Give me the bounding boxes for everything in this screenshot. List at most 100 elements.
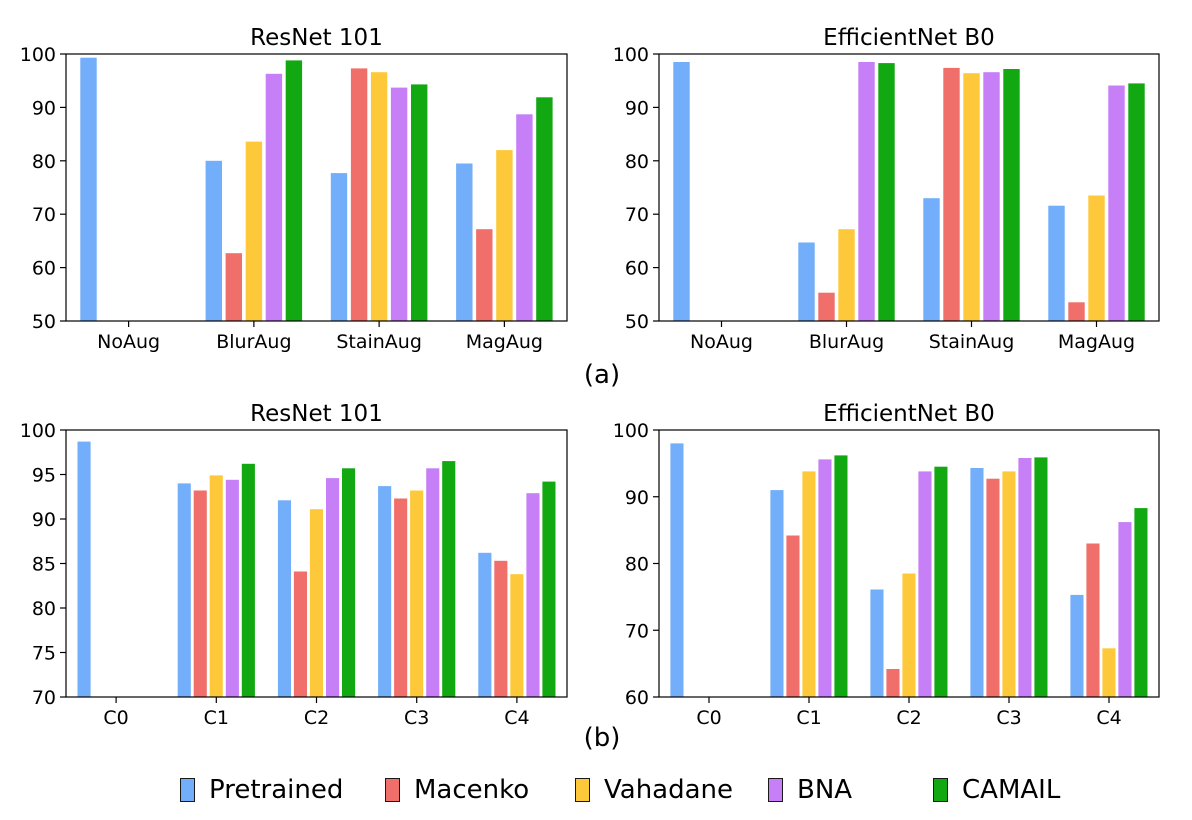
legend-item-vahadane: Vahadane (575, 770, 733, 810)
bar-camail-bluraug (878, 63, 895, 321)
x-tick-label-c4: C4 (504, 707, 529, 729)
bar-bna-bluraug (265, 73, 283, 321)
bar-bna-c2 (326, 478, 340, 697)
bar-macenko-c4 (1086, 543, 1100, 697)
bar-bna-c4 (1118, 522, 1132, 697)
bar-vahadane-bluraug (838, 229, 855, 321)
x-tick-label-c3: C3 (404, 707, 429, 729)
x-tick-label-c3: C3 (996, 707, 1021, 729)
bar-pretrained-bluraug (205, 160, 222, 321)
bar-vahadane-c2 (902, 573, 916, 697)
bar-macenko-bluraug (818, 292, 835, 321)
y-tick-label: 80 (32, 151, 56, 173)
legend-label-bna: BNA (797, 775, 853, 805)
bar-vahadane-c1 (209, 475, 223, 697)
y-tick-label: 60 (625, 258, 649, 280)
bar-camail-c4 (1134, 508, 1148, 697)
y-tick-label: 85 (32, 554, 56, 576)
chart-panel-2: 50 60 70 80 90 100 NoAug BlurAug StainAug MagAug E… (613, 25, 1160, 353)
legend-swatch-camail (933, 778, 948, 802)
bar-pretrained-c1 (177, 483, 191, 697)
y-tick-label: 100 (613, 420, 649, 442)
bar-camail-c1 (241, 463, 255, 697)
bar-vahadane-c3 (410, 490, 424, 697)
bar-pretrained-c2 (870, 589, 884, 697)
bar-vahadane-stainaug (370, 72, 388, 321)
bar-bna-c4 (526, 493, 540, 697)
y-tick-label: 90 (32, 509, 56, 531)
bar-camail-stainaug (1003, 69, 1020, 321)
bar-vahadane-stainaug (963, 73, 980, 321)
chart-title: ResNet 101 (250, 25, 383, 51)
y-tick-label: 70 (32, 204, 56, 226)
bar-pretrained-c3 (378, 486, 392, 697)
bar-pretrained-stainaug (330, 173, 348, 321)
y-tick-label: 70 (625, 204, 649, 226)
bar-pretrained-magaug (1048, 205, 1065, 321)
bar-vahadane-c4 (510, 574, 524, 697)
bar-pretrained-c0 (77, 441, 91, 697)
legend-item-pretrained: Pretrained (180, 770, 343, 810)
chart-title: EfficientNet B0 (823, 25, 995, 51)
bar-camail-c2 (934, 466, 948, 697)
bar-macenko-stainaug (943, 67, 960, 322)
chart-title: EfficientNet B0 (823, 401, 995, 427)
bar-bna-c1 (225, 479, 239, 697)
bar-pretrained-c3 (970, 468, 984, 697)
bar-bna-c2 (918, 471, 932, 697)
bar-camail-c4 (542, 481, 556, 697)
bar-macenko-magaug (1068, 302, 1085, 321)
bar-pretrained-c2 (277, 500, 291, 697)
y-tick-label: 80 (625, 554, 649, 576)
chart-panel-3: 70 75 80 85 90 95 100 C0 C1 C2 C3 C4 ResNet 101 (20, 401, 568, 729)
y-tick-label: 70 (625, 620, 649, 642)
bar-camail-c2 (342, 468, 356, 697)
bar-camail-c3 (1034, 457, 1048, 697)
x-tick-label-c4: C4 (1096, 707, 1121, 729)
bar-macenko-c3 (986, 478, 1000, 697)
bar-macenko-bluraug (225, 253, 242, 321)
bar-camail-stainaug (411, 84, 428, 322)
chart-title: ResNet 101 (250, 401, 383, 427)
x-tick-label-c1: C1 (796, 707, 821, 729)
y-tick-label: 50 (32, 311, 56, 333)
axes-frame (658, 53, 1160, 322)
y-tick-label: 80 (32, 598, 56, 620)
x-tick-label-c2: C2 (896, 707, 921, 729)
bar-camail-c3 (442, 461, 456, 697)
bar-macenko-c1 (193, 490, 207, 697)
legend-label-macenko: Macenko (414, 775, 530, 805)
bar-vahadane-c1 (802, 471, 816, 697)
bar-pretrained-noaug (673, 62, 690, 321)
y-tick-label: 90 (32, 97, 56, 119)
x-tick-label-c2: C2 (304, 707, 329, 729)
bar-vahadane-magaug (496, 150, 513, 321)
bar-vahadane-c4 (1102, 648, 1116, 697)
bar-macenko-c4 (494, 560, 508, 697)
bar-pretrained-noaug (80, 57, 97, 321)
legend-swatch-pretrained (180, 778, 195, 802)
y-tick-label: 90 (625, 487, 649, 509)
x-tick-label-noaug: NoAug (690, 331, 753, 353)
legend-item-camail: CAMAIL (933, 770, 1060, 810)
bar-pretrained-c0 (670, 443, 684, 697)
bar-bna-bluraug (858, 62, 875, 321)
chart-panel-4: 60 70 80 90 100 C0 C1 C2 C3 C4 EfficientNet B0 (613, 401, 1160, 729)
x-tick-label-c0: C0 (696, 707, 721, 729)
y-tick-label: 100 (20, 420, 56, 442)
x-tick-label-magaug: MagAug (466, 331, 543, 353)
bar-bna-c3 (426, 468, 440, 697)
bar-pretrained-c4 (478, 552, 492, 697)
bar-camail-magaug (1128, 83, 1145, 322)
y-tick-label: 95 (32, 465, 56, 487)
y-tick-label: 90 (625, 97, 649, 119)
y-tick-label: 100 (613, 44, 649, 66)
x-tick-label-bluraug: BlurAug (809, 331, 884, 353)
bar-bna-stainaug (983, 72, 1000, 321)
x-tick-label-noaug: NoAug (97, 331, 160, 353)
bar-pretrained-bluraug (798, 242, 815, 321)
legend-item-macenko: Macenko (385, 770, 529, 810)
bar-bna-c1 (818, 459, 832, 697)
x-tick-label-bluraug: BlurAug (216, 331, 291, 353)
